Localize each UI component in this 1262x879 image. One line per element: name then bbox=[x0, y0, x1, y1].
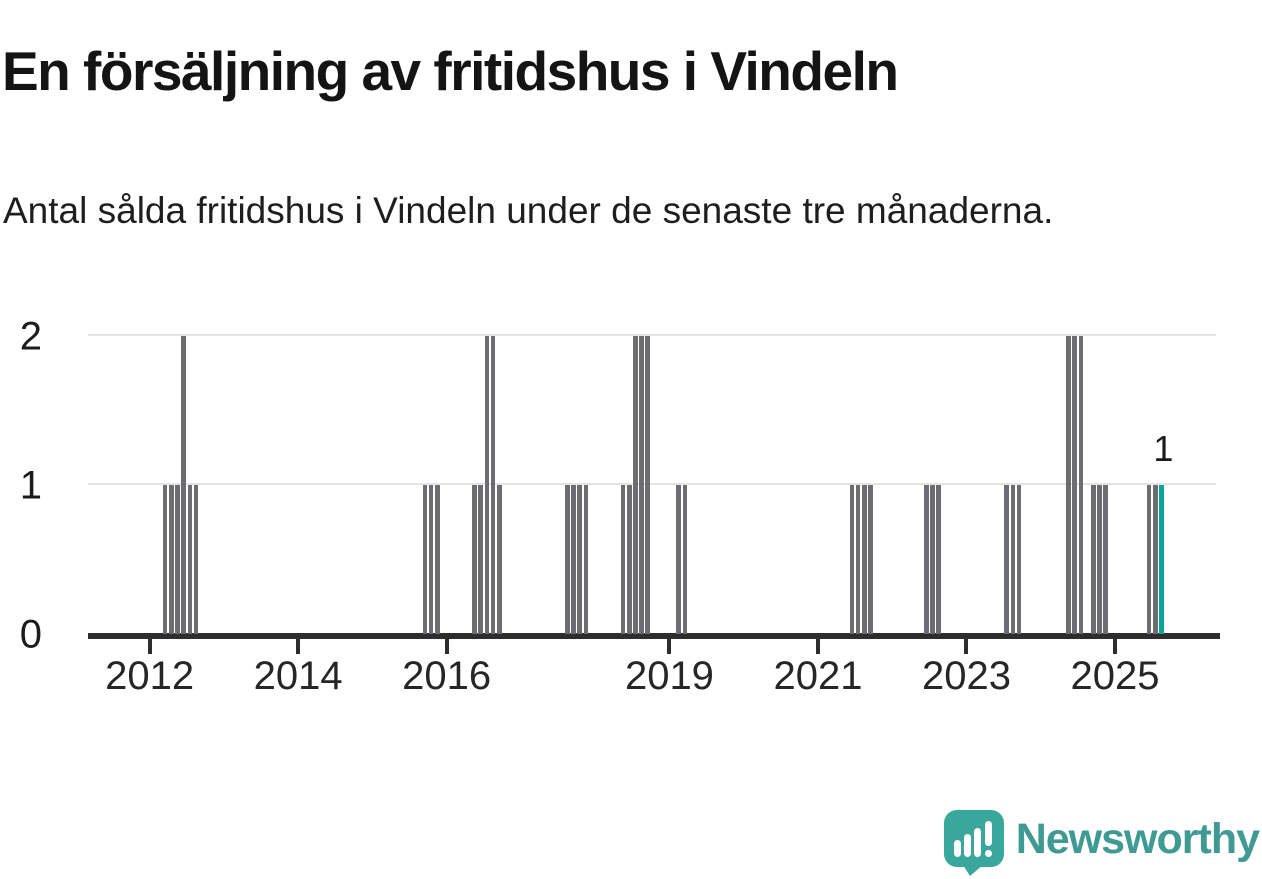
logo-bar-large bbox=[973, 828, 981, 857]
bar-2018-09 bbox=[645, 336, 651, 634]
bar-2024-06 bbox=[1072, 336, 1078, 634]
logo-exclamation-dot bbox=[984, 850, 992, 857]
bar-2024-09 bbox=[1091, 485, 1096, 634]
gridline-y2 bbox=[88, 334, 1216, 336]
bar-2012-04 bbox=[168, 485, 174, 634]
bar-2023-07 bbox=[1004, 485, 1009, 634]
bar-2018-06 bbox=[626, 485, 632, 634]
bar-2018-08 bbox=[639, 336, 644, 634]
bar-2019-03 bbox=[682, 485, 688, 634]
x-axis-label-2014: 2014 bbox=[253, 654, 343, 698]
newsworthy-logo-text: Newsworthy bbox=[1015, 814, 1260, 863]
bar-2015-10 bbox=[428, 485, 434, 634]
bar-2015-11 bbox=[435, 485, 440, 634]
x-axis-tick-2019 bbox=[667, 639, 672, 654]
bar-2017-09 bbox=[571, 485, 576, 634]
bar-2024-10 bbox=[1097, 485, 1102, 634]
bar-2012-07 bbox=[187, 485, 193, 634]
y-axis-label-0: 0 bbox=[19, 612, 42, 657]
bar-2017-10 bbox=[577, 485, 582, 634]
bar-2012-08 bbox=[193, 485, 199, 634]
x-axis-tick-2014 bbox=[296, 639, 301, 654]
bar-2023-09 bbox=[1016, 485, 1022, 634]
bar-2016-07 bbox=[484, 336, 490, 634]
bar-2024-07 bbox=[1078, 336, 1084, 634]
x-axis-label-2016: 2016 bbox=[402, 654, 492, 698]
bar-2022-08 bbox=[936, 485, 941, 634]
x-axis-tick-2021 bbox=[815, 639, 820, 654]
y-axis-label-1: 1 bbox=[19, 463, 42, 508]
bar-2021-06 bbox=[849, 485, 855, 634]
bar-2022-07 bbox=[930, 485, 935, 634]
bar-2017-08 bbox=[565, 485, 570, 634]
x-axis-tick-2012 bbox=[147, 639, 152, 654]
bar-2019-02 bbox=[676, 485, 682, 634]
bar-2016-06 bbox=[478, 485, 483, 634]
bar-2025-07 bbox=[1152, 485, 1158, 634]
newsworthy-logo-icon bbox=[943, 810, 1004, 876]
bar-2012-03 bbox=[162, 485, 168, 634]
bar-2022-06 bbox=[923, 485, 929, 634]
bar-2015-09 bbox=[422, 485, 428, 634]
x-axis-label-2025: 2025 bbox=[1070, 654, 1160, 698]
chart-title: En försäljning av fritidshus i Vindeln bbox=[2, 39, 899, 102]
bar-2018-05 bbox=[620, 485, 626, 634]
x-axis-line bbox=[88, 633, 1220, 639]
logo-bar-small bbox=[953, 840, 961, 857]
logo-exclamation-stem bbox=[984, 821, 992, 846]
bar-2021-09 bbox=[868, 485, 873, 634]
logo-bar-medium bbox=[963, 834, 971, 857]
x-axis-label-2021: 2021 bbox=[773, 654, 863, 698]
bar-2016-08 bbox=[490, 336, 496, 634]
bar-2012-05 bbox=[175, 485, 180, 634]
bar-2024-11 bbox=[1103, 485, 1109, 634]
newsworthy-logo: Newsworthy bbox=[943, 809, 1260, 877]
bar-2017-11 bbox=[583, 485, 589, 634]
y-axis-label-2: 2 bbox=[19, 314, 42, 359]
x-axis-tick-2025 bbox=[1113, 639, 1117, 654]
latest-value-label: 1 bbox=[1153, 428, 1174, 469]
bar-2021-07 bbox=[855, 485, 861, 634]
bar-2025-08 bbox=[1159, 485, 1164, 634]
bar-2016-09 bbox=[496, 485, 502, 634]
bar-2023-08 bbox=[1010, 485, 1016, 634]
gridline-y1 bbox=[88, 483, 1216, 485]
x-axis-label-2012: 2012 bbox=[105, 654, 195, 698]
bar-2024-05 bbox=[1066, 336, 1071, 634]
bar-2018-07 bbox=[633, 336, 638, 634]
x-axis-tick-2023 bbox=[964, 639, 969, 654]
chart-subtitle: Antal sålda fritidshus i Vindeln under d… bbox=[3, 190, 1054, 231]
bar-2025-06 bbox=[1146, 485, 1152, 634]
x-axis-label-2023: 2023 bbox=[921, 654, 1011, 698]
bar-2016-05 bbox=[472, 485, 477, 634]
x-axis-tick-2016 bbox=[444, 639, 449, 654]
bar-2021-08 bbox=[862, 485, 867, 634]
x-axis-label-2019: 2019 bbox=[624, 654, 714, 698]
bar-2012-06 bbox=[181, 336, 186, 634]
